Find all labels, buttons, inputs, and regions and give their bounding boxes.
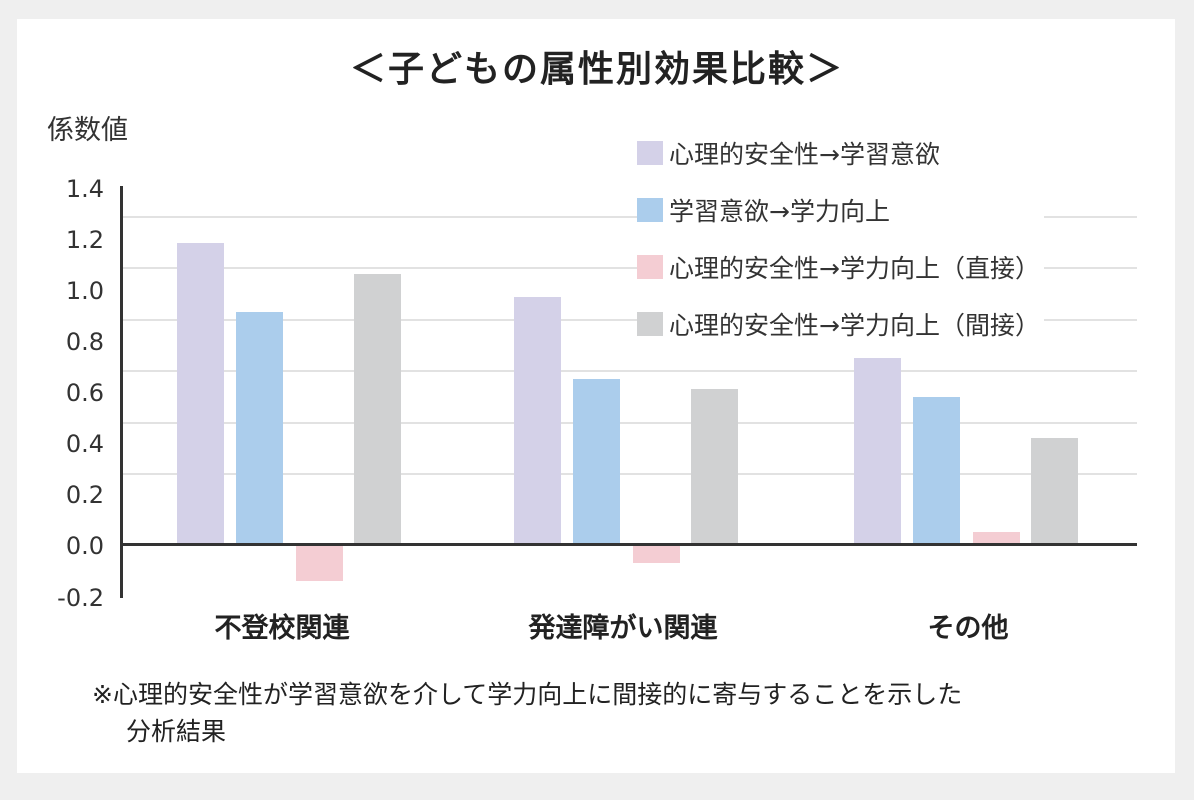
y-tick-label: 0.6 <box>65 379 104 407</box>
legend-item-series-4: 心理的安全性→学力向上（間接） <box>637 295 1044 352</box>
bar-series-2-cat-1 <box>236 312 283 545</box>
bar-series-4-cat-3 <box>1031 437 1078 545</box>
footnote: ※心理的安全性が学習意欲を介して学力向上に間接的に寄与することを示した 分析結果 <box>92 676 962 750</box>
chart-title: ＜子どもの属性別効果比較＞ <box>349 49 844 90</box>
y-tick-label: 0.8 <box>65 328 104 356</box>
y-tick-label: 0.4 <box>65 430 104 458</box>
y-axis-label: 係数値 <box>47 115 128 146</box>
gridline <box>123 319 1137 321</box>
legend-label: 学習意欲→学力向上 <box>669 196 890 226</box>
y-tick-label: 0.0 <box>65 532 104 560</box>
legend-item-series-3: 心理的安全性→学力向上（直接） <box>637 238 1044 295</box>
legend-swatch-icon <box>637 140 663 165</box>
legend-swatch-icon <box>637 197 663 222</box>
bar-series-4-cat-1 <box>354 273 401 545</box>
legend-label: 心理的安全性→学力向上（間接） <box>669 310 1040 340</box>
bar-series-3-cat-1 <box>296 545 343 581</box>
bar-series-1-cat-3 <box>854 358 901 545</box>
bar-series-3-cat-3 <box>973 532 1020 545</box>
legend: 心理的安全性→学習意欲 学習意欲→学力向上 心理的安全性→学力向上（直接） 心理… <box>637 124 1044 352</box>
legend-item-series-2: 学習意欲→学力向上 <box>637 181 1044 238</box>
legend-label: 心理的安全性→学習意欲 <box>669 139 940 169</box>
gridline <box>123 370 1137 372</box>
legend-label: 心理的安全性→学力向上（直接） <box>669 253 1040 283</box>
legend-swatch-icon <box>637 311 663 336</box>
bar-series-4-cat-2 <box>691 389 738 545</box>
category-label-futoko: 不登校関連 <box>214 613 350 644</box>
gridline <box>123 216 1137 218</box>
y-tick-label: 1.2 <box>65 226 104 254</box>
y-tick-label: 1.0 <box>65 277 104 305</box>
bar-series-2-cat-3 <box>913 396 960 545</box>
category-label-other: その他 <box>927 613 1009 644</box>
bar-series-3-cat-2 <box>633 545 680 563</box>
legend-swatch-icon <box>637 254 663 279</box>
category-label-hattatsu: 発達障がい関連 <box>528 613 718 644</box>
gridline <box>123 422 1137 424</box>
bar-series-1-cat-1 <box>177 243 224 545</box>
x-axis-zero-line <box>120 543 1137 546</box>
y-tick-label: 0.2 <box>65 481 104 509</box>
gridline <box>123 473 1137 475</box>
bar-series-2-cat-2 <box>573 378 620 545</box>
footnote-line-2: 分析結果 <box>126 717 227 746</box>
footnote-line-1: ※心理的安全性が学習意欲を介して学力向上に間接的に寄与することを示した <box>92 680 963 709</box>
y-axis-line <box>120 186 123 598</box>
gridline <box>123 267 1137 269</box>
bar-series-1-cat-2 <box>514 296 561 545</box>
y-tick-label: 1.4 <box>65 175 104 203</box>
y-tick-label: -0.2 <box>57 584 104 612</box>
legend-item-series-1: 心理的安全性→学習意欲 <box>637 124 1044 181</box>
